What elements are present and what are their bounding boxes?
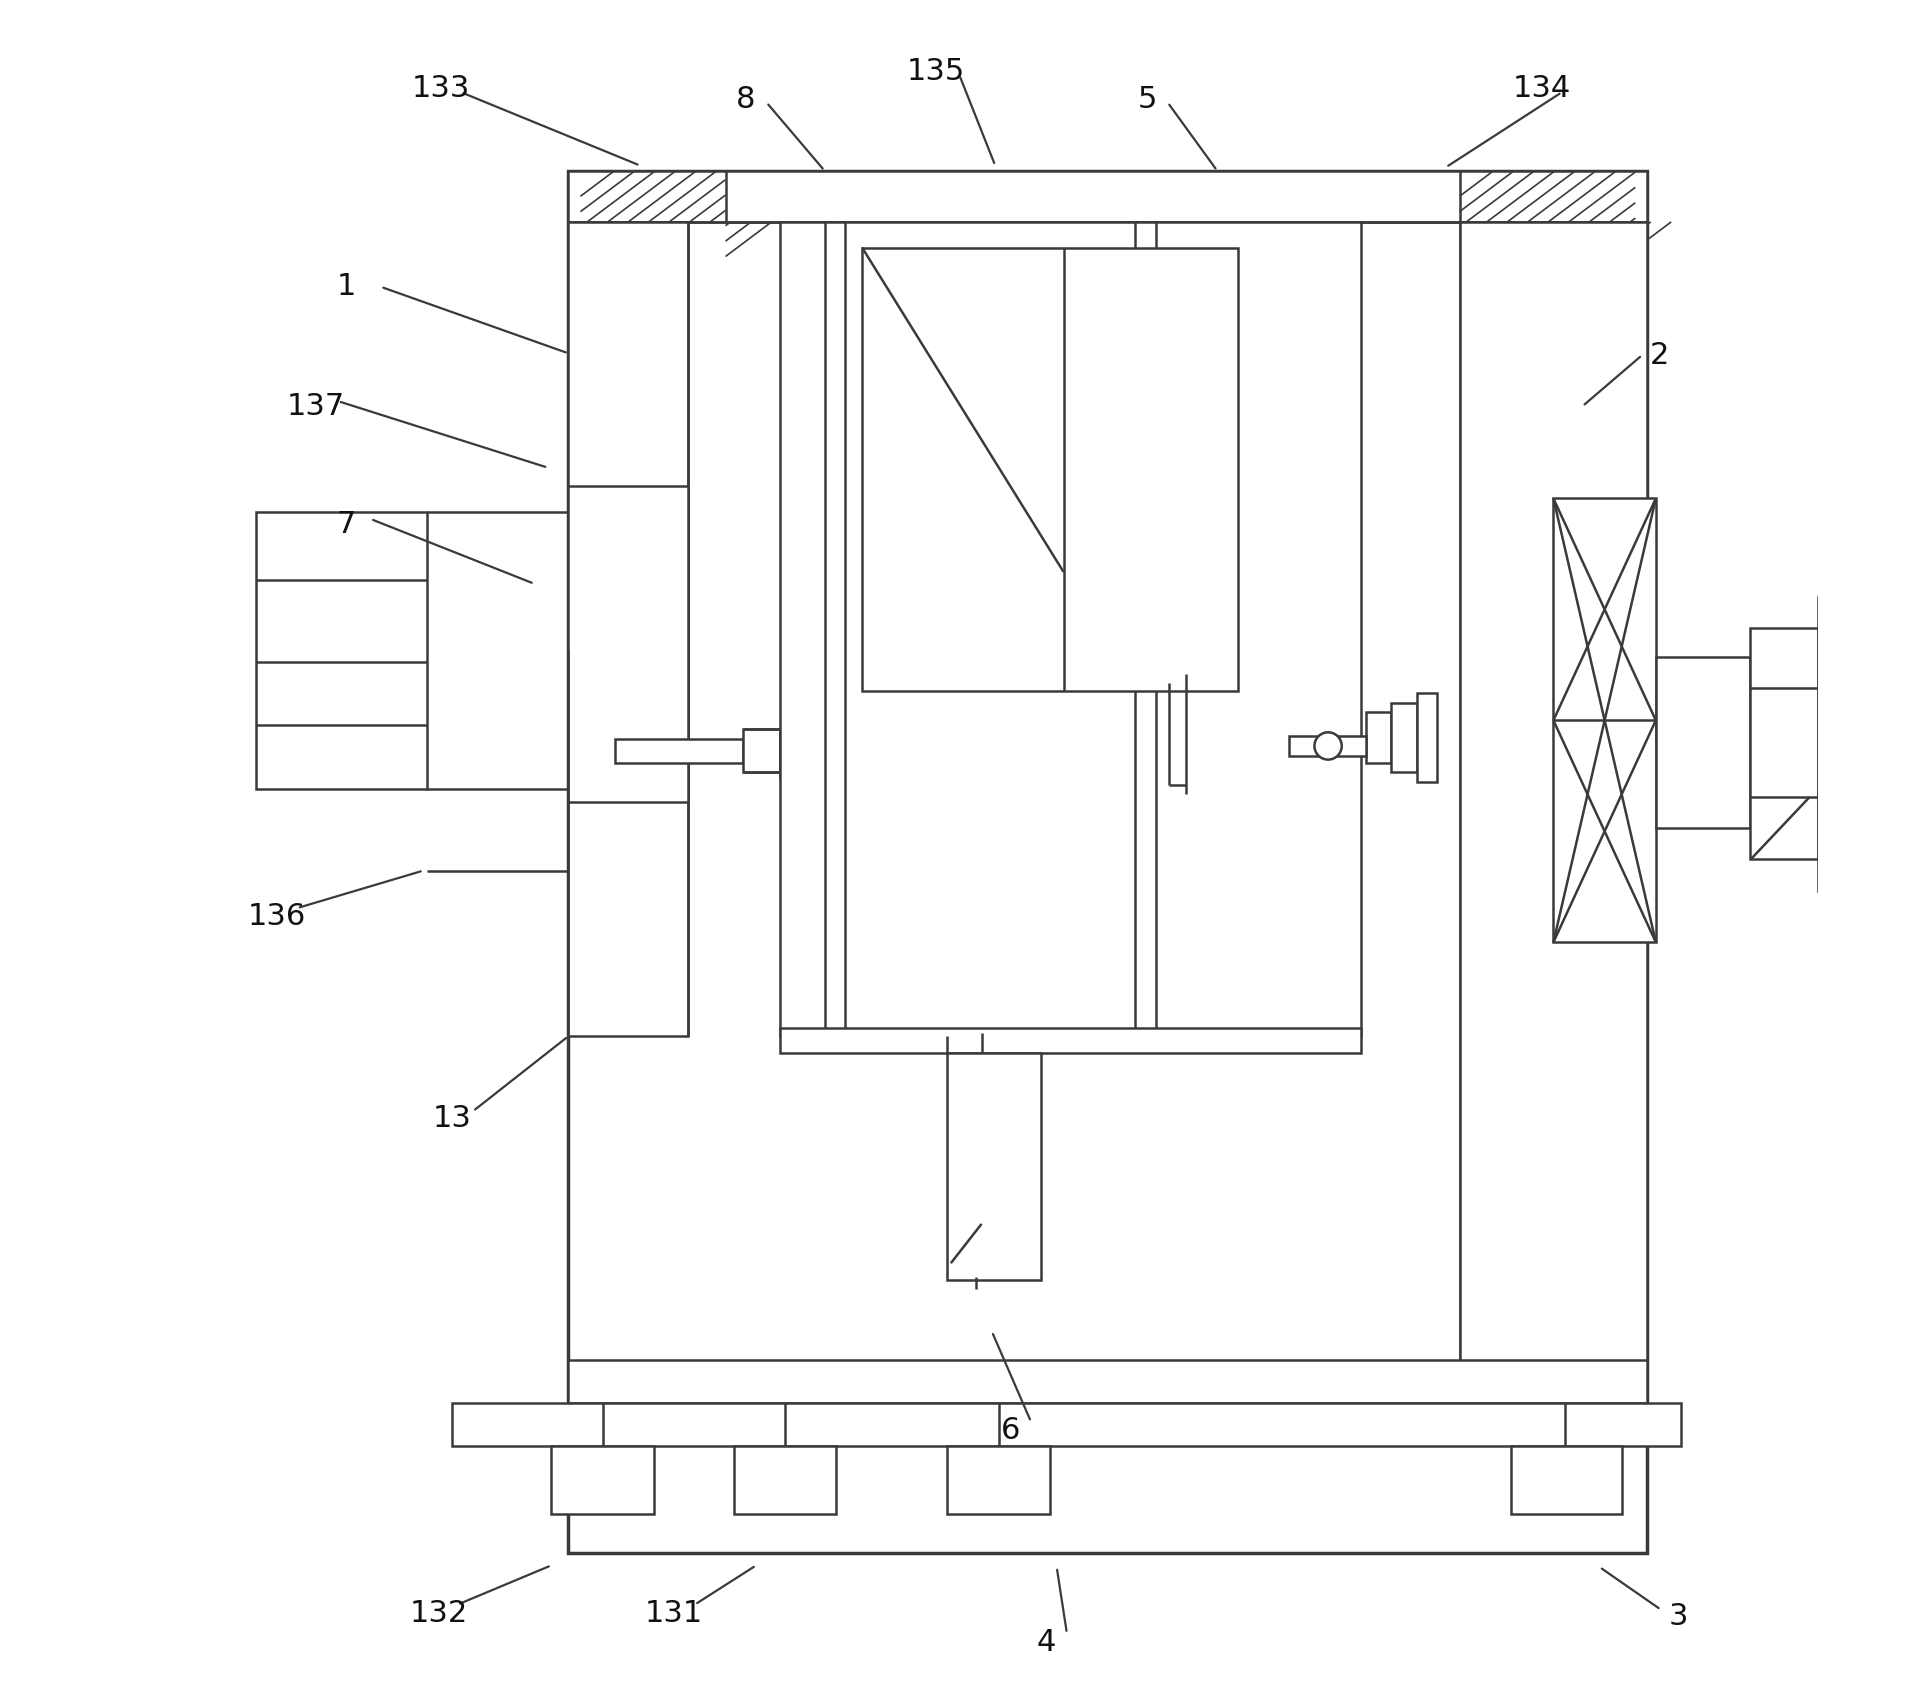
Bar [1553,498,1655,942]
Bar [1655,657,1750,828]
Text: 137: 137 [287,393,345,420]
Text: 6: 6 [1001,1417,1020,1444]
Bar [1366,712,1391,763]
Bar [569,171,1647,1553]
Text: 7: 7 [338,510,357,538]
Bar [569,1360,1647,1403]
Bar [947,1053,1042,1280]
Text: 8: 8 [737,85,756,113]
Bar [1460,222,1647,1400]
Bar [862,248,1238,691]
Bar [947,1446,1049,1514]
Bar [257,512,426,789]
Bar [1391,703,1418,772]
Text: 134: 134 [1512,75,1570,102]
Text: 13: 13 [432,1104,473,1132]
Bar [779,222,1360,1036]
Bar [615,739,743,763]
Text: 4: 4 [1036,1628,1055,1656]
Bar [1289,736,1366,756]
Bar [779,1028,1360,1053]
Bar [569,486,689,802]
Bar [569,171,1647,222]
Bar [569,222,689,1036]
Text: 1: 1 [338,273,357,300]
Bar [1750,628,1817,859]
Bar [552,1446,654,1514]
Text: 131: 131 [644,1599,704,1627]
Text: 5: 5 [1138,85,1157,113]
Circle shape [1314,732,1343,760]
Text: 3: 3 [1669,1603,1688,1630]
Bar [743,729,779,772]
Bar [1510,1446,1622,1514]
Text: 2: 2 [1649,341,1669,369]
Bar [453,1403,1682,1446]
Text: 132: 132 [409,1599,469,1627]
Bar [1817,597,1877,891]
Text: 133: 133 [411,75,469,102]
Bar [1418,693,1437,782]
Text: 135: 135 [907,58,964,85]
Bar [735,1446,837,1514]
Text: 136: 136 [247,903,305,930]
